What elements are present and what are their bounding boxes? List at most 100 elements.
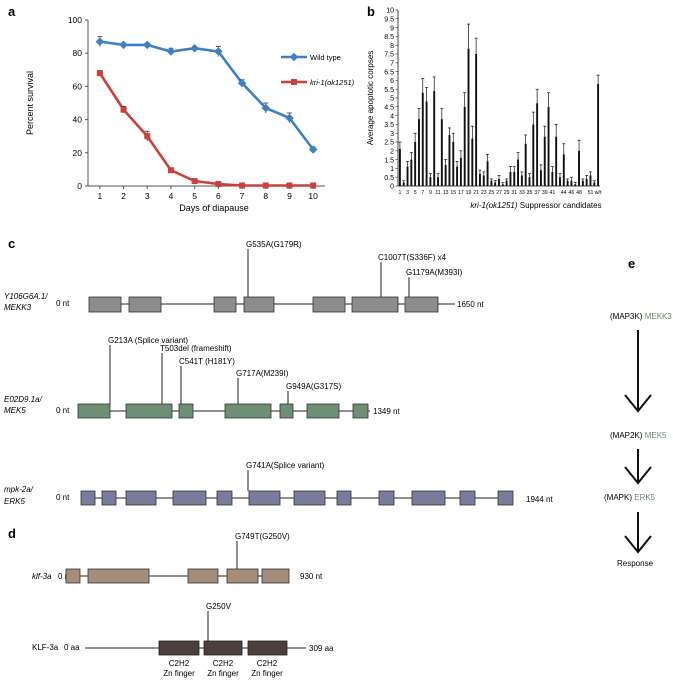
domain-label-line2: Zn finger [163,669,195,678]
a-x-axis-label: Days of diapause [179,203,249,213]
b-y-tick-label: 6 [390,78,394,85]
arrow-head-icon [624,394,652,413]
a-x-tick-label: 2 [121,191,126,201]
a-series-line-0 [99,40,315,151]
mutation-label: G949A(G317S) [286,382,341,391]
klf3a-gene-label: klf-3a [32,572,52,581]
b-y-tick-label: 1 [390,166,394,173]
domain-label-line1: C2H2 [257,659,278,668]
b-y-tick-label: 3.5 [384,122,394,129]
b-bar [539,170,542,186]
b-bar [402,182,405,186]
exon [351,296,399,313]
a-point-wild-type [261,103,270,113]
legend-wild-type-label: Wild type [310,53,341,62]
gene-mek5: E02D9.1a/ MEK5 0 nt 1349 nt G213A (Splic… [4,336,400,419]
b-x-tick-label: 19 [466,190,472,196]
a-point-wild-type [95,37,105,46]
b-bar [536,103,539,186]
domain-label-line2: Zn finger [207,669,239,678]
exon [243,296,275,313]
mutation-label: G741A(Splice variant) [246,461,325,470]
zinc-finger-domain [158,640,200,656]
legend-kri1-label: kri-1(ok1251) [310,78,355,87]
b-bar [398,149,401,186]
b-x-tick-label: 33 [519,190,525,196]
b-bar [589,175,592,186]
a-point-wild-type [214,47,223,56]
b-x-tick-label: 23 [481,190,487,196]
a-point-wild-type [285,113,294,123]
b-bar [513,171,516,186]
b-bar [414,142,417,186]
b-bar [593,182,596,186]
b-bar [490,180,493,186]
b-y-tick-label: 7 [390,61,394,68]
exon [411,490,446,506]
mutation-label: G749T(G250V) [235,532,290,541]
b-y-tick-label: 5 [390,96,394,103]
a-x-tick-label: 9 [287,191,292,201]
gene-mekk3-start: 0 nt [56,299,70,308]
b-bar [543,136,546,186]
exon [172,490,207,506]
exon [336,490,352,506]
exon [65,568,81,584]
b-y-tick-label: 0 [390,184,394,191]
b-x-tick-label: 21 [473,190,479,196]
b-bar [482,175,485,186]
b-y-tick-label: 5.5 [384,87,394,94]
exon [87,568,150,584]
gene-mekk3: Y106G6A.1/ MEKK3 0 nt 1650 nt G535A(G179… [4,240,484,313]
b-y-tick-label: 8 [390,43,394,50]
b-y-tick-label: 4.5 [384,105,394,112]
gene-erk5-end: 1944 nt [526,495,553,504]
b-bar [551,171,554,186]
a-y-tick-label: 60 [73,81,83,91]
b-bar [528,177,531,186]
exon [279,403,294,419]
b-y-axis-label: Average apoptotic corpses [366,51,375,146]
klf3a-protein-label: KLF-3a [32,643,59,652]
a-point-kri1 [96,70,103,77]
b-y-tick-label: 8.5 [384,34,394,41]
a-x-tick-label: 6 [216,191,221,201]
a-y-tick-label: 0 [77,181,82,191]
gene-mek5-label-2: MEK5 [4,406,26,415]
b-x-tick-label: 13 [443,190,449,196]
panel-label-c: c [8,236,15,251]
mutation-label: G717A(M239I) [236,369,289,378]
b-y-tick-label: 2 [390,149,394,156]
b-x-tick-label: 29 [504,190,510,196]
b-bar [425,101,428,186]
b-bar [444,164,447,186]
arrow-head-icon [624,466,652,485]
b-x-tick-label: 35 [527,190,533,196]
a-legend: Wild type kri-1(ok1251) [281,52,355,87]
b-x-tick-label: 46 [569,190,575,196]
mutation-label: T503del (frameshift) [160,344,232,353]
mutation-label: C541T (H181Y) [179,357,235,366]
a-point-wild-type [166,47,176,56]
b-x-tick-label: 31 [511,190,517,196]
a-point-wild-type [190,43,199,53]
b-x-tick-label: 41 [549,190,555,196]
b-bar [421,92,424,186]
domain-label-line1: C2H2 [213,659,234,668]
b-bar [555,136,558,186]
gene-erk5-start: 0 nt [56,493,70,502]
klf3a-gene-start: 0 nt [58,572,72,581]
b-bar [574,184,577,186]
b-bar [456,166,459,186]
a-point-kri1 [310,182,317,189]
b-y-tick-label: 3 [390,131,394,138]
b-bar [517,159,520,186]
a-x-tick-label: 3 [145,191,150,201]
b-x-tick-label: 48 [576,190,582,196]
b-x-tick-label: 27 [496,190,502,196]
b-bar [581,180,584,186]
b-x-tick-label: 15 [450,190,456,196]
b-bar [437,177,439,186]
a-point-kri1 [191,178,198,185]
b-y-tick-label: 1.5 [384,157,394,164]
